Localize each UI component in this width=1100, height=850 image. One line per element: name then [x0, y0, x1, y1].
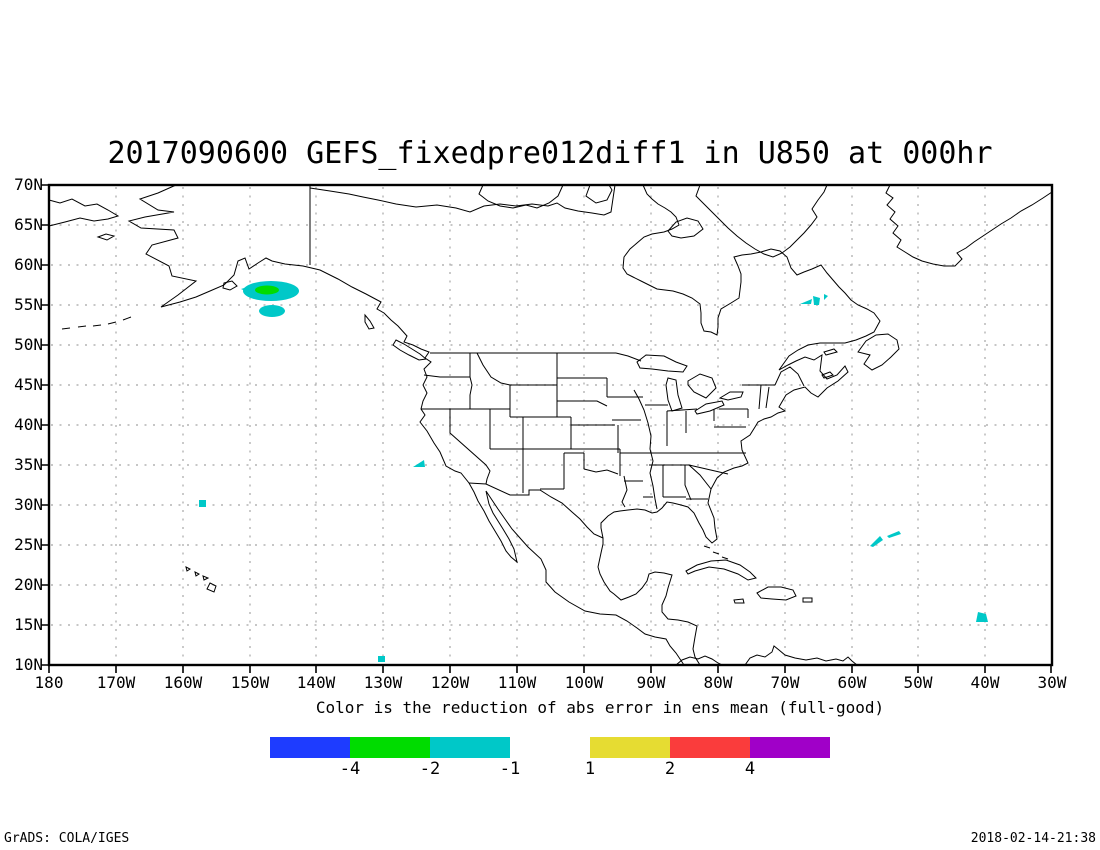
lon-tick-label: 170W — [96, 673, 136, 692]
lon-tick-label: 150W — [230, 673, 270, 692]
legend-label: 4 — [744, 759, 756, 779]
grads-stamp: GrADS: COLA/IGES — [4, 831, 130, 846]
map-frame — [47, 183, 1054, 667]
legend-label: 1 — [584, 759, 596, 779]
colorbar-positive — [590, 737, 830, 758]
legend-swatch-cyan — [430, 737, 510, 758]
lon-tick-label: 180 — [34, 673, 64, 692]
lon-tick-label: 80W — [703, 673, 733, 692]
lon-tick-label: 90W — [636, 673, 666, 692]
lat-tick-label: 60N — [14, 255, 43, 274]
lat-tick-label: 25N — [14, 535, 43, 554]
lat-tick-label: 55N — [14, 295, 43, 314]
lon-tick-label: 30W — [1037, 673, 1067, 692]
lon-tick-label: 50W — [903, 673, 933, 692]
lat-tick-label: 50N — [14, 335, 43, 354]
timestamp-stamp: 2018-02-14-21:38 — [970, 831, 1096, 846]
axis-ticks — [41, 184, 1052, 673]
latlon-gridlines — [51, 187, 1050, 663]
legend-swatch-green — [350, 737, 430, 758]
lon-tick-label: 100W — [564, 673, 604, 692]
legend-swatch-red — [670, 737, 750, 758]
colorbar-caption: Color is the reduction of abs error in e… — [315, 698, 885, 717]
lon-tick-label: 40W — [970, 673, 1000, 692]
lon-tick-label: 120W — [430, 673, 470, 692]
coastlines — [48, 184, 1053, 666]
lat-tick-label: 30N — [14, 495, 43, 514]
lon-tick-label: 110W — [497, 673, 537, 692]
lat-tick-label: 45N — [14, 375, 43, 394]
lat-tick-label: 70N — [14, 175, 43, 194]
legend-swatch-blue — [270, 737, 350, 758]
lon-tick-label: 140W — [296, 673, 336, 692]
lat-tick-label: 40N — [14, 415, 43, 434]
legend-swatch-purple — [750, 737, 830, 758]
lon-tick-label: 130W — [363, 673, 403, 692]
lat-tick-label: 20N — [14, 575, 43, 594]
colorbar-negative — [270, 737, 510, 758]
legend-label: -2 — [419, 759, 441, 779]
lat-tick-label: 10N — [14, 655, 43, 674]
lon-tick-label: 70W — [770, 673, 800, 692]
page-title: 2017090600 GEFS_fixedpre012diff1 in U850… — [107, 136, 993, 171]
lat-tick-label: 65N — [14, 215, 43, 234]
lon-tick-label: 60W — [837, 673, 867, 692]
state-borders — [309, 185, 805, 539]
legend-label: 2 — [664, 759, 676, 779]
lat-tick-label: 15N — [14, 615, 43, 634]
lat-tick-label: 35N — [14, 455, 43, 474]
legend-label: -4 — [339, 759, 361, 779]
anomaly-shading — [199, 281, 988, 662]
legend-label: -1 — [499, 759, 521, 779]
lon-tick-label: 160W — [163, 673, 203, 692]
legend-swatch-yellow — [590, 737, 670, 758]
